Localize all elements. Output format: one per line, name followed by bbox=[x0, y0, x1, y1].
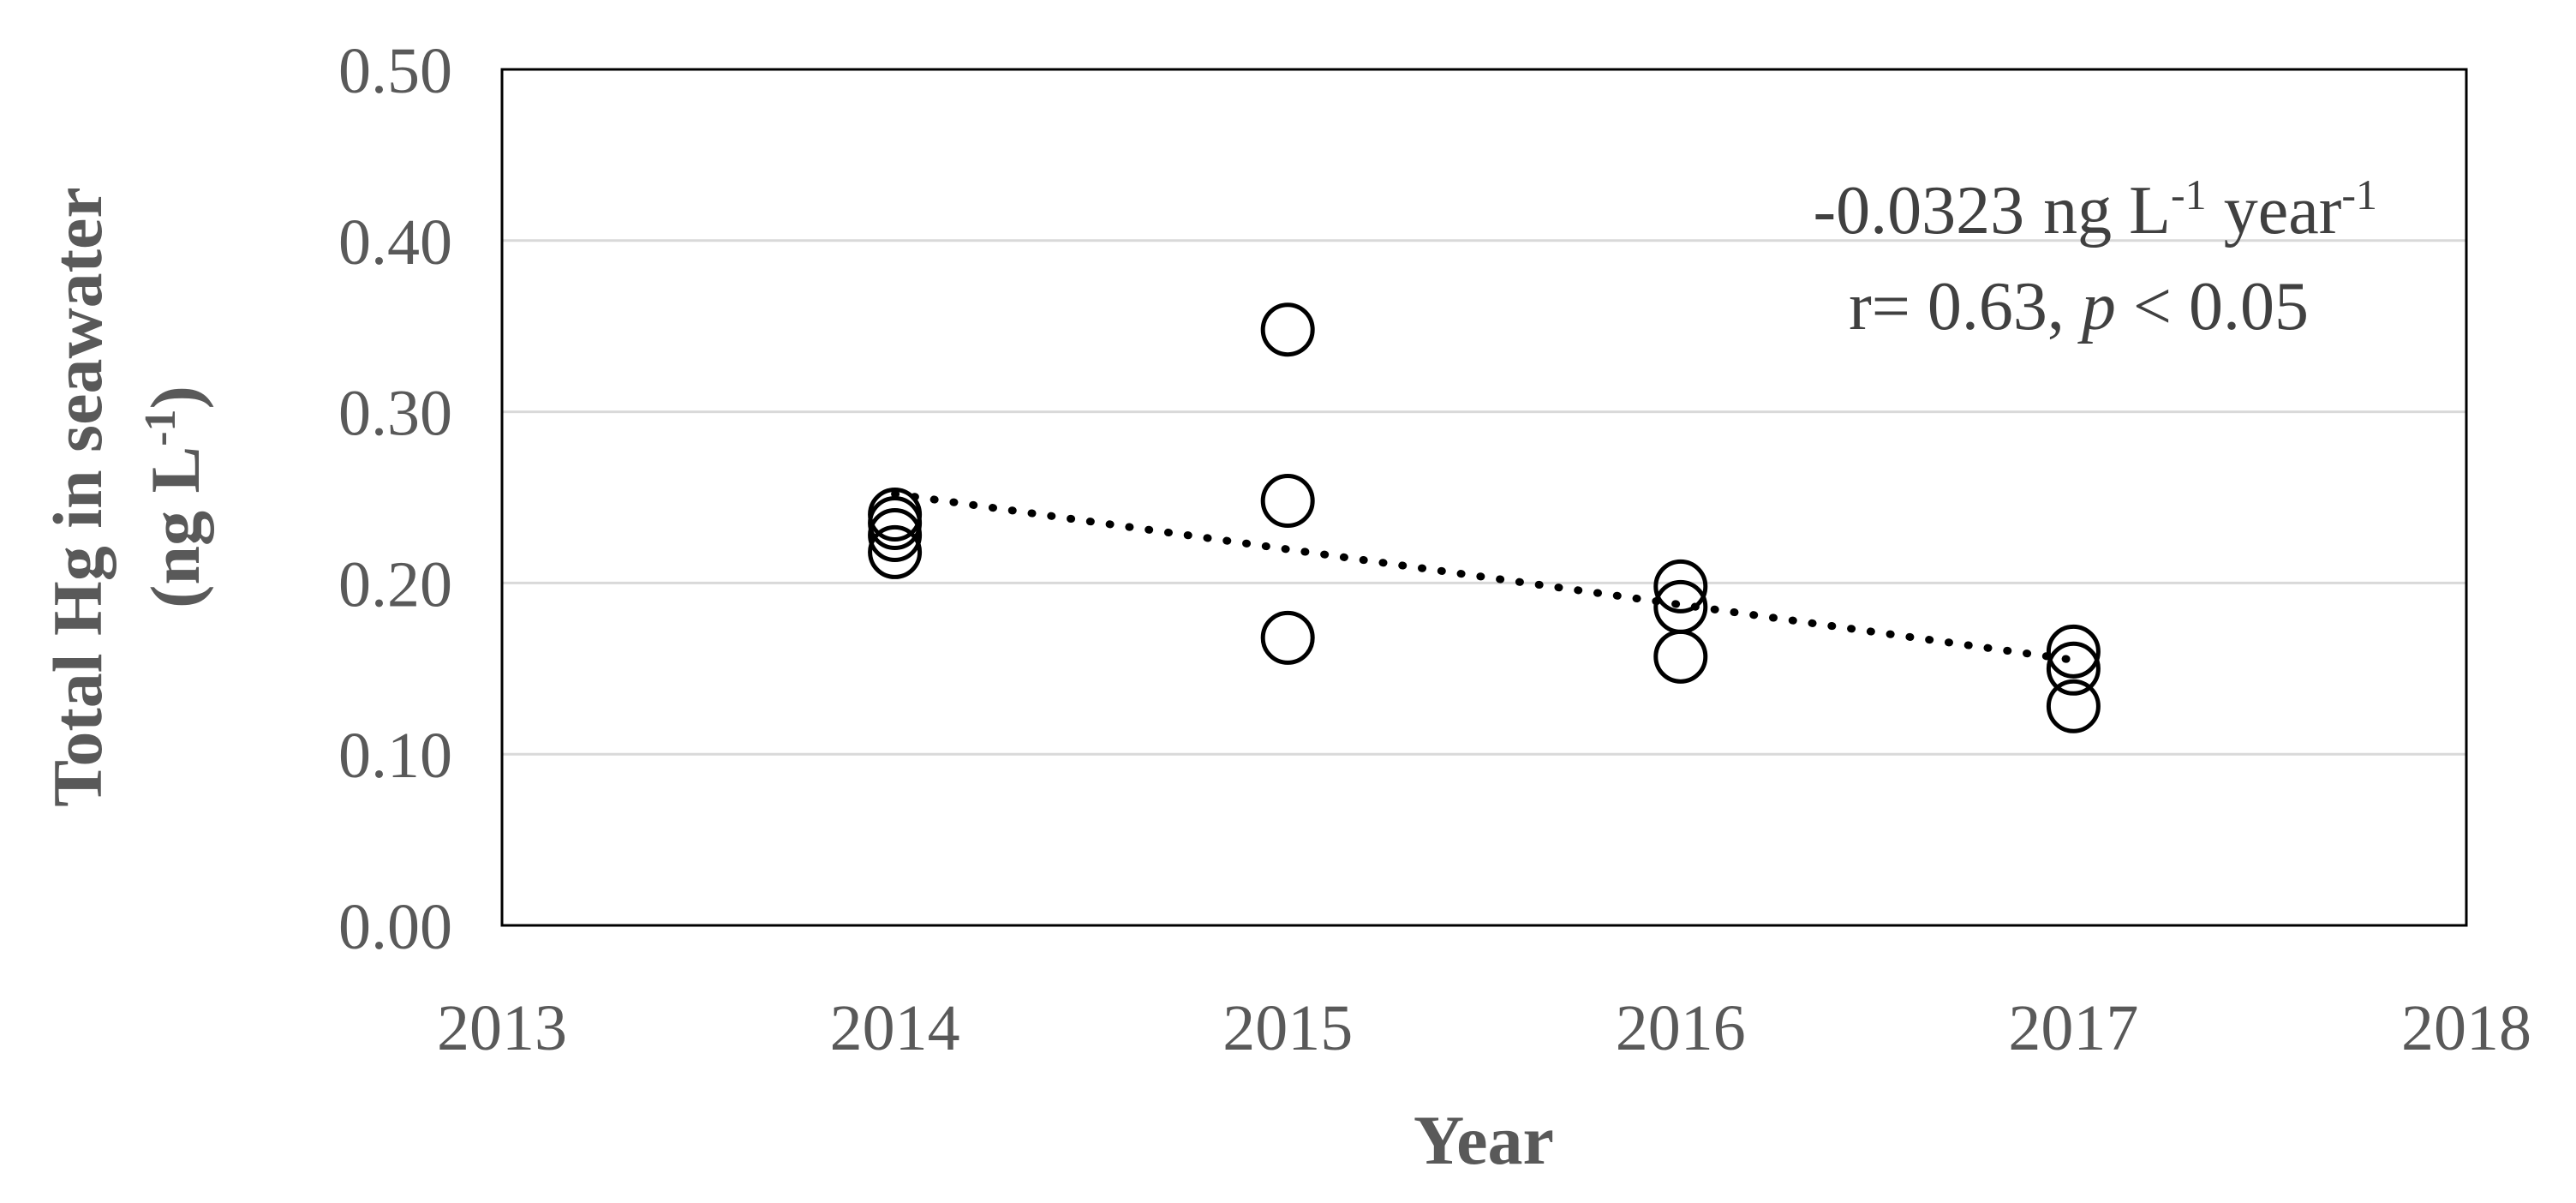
y-tick-label-0: 0.00 bbox=[338, 891, 452, 963]
regression-annotation: -0.0323 ng L-1 year-1 r= 0.63, p < 0.05 bbox=[1814, 171, 2377, 344]
x-tick-label-1: 2014 bbox=[830, 992, 960, 1064]
trendline bbox=[891, 490, 2077, 664]
x-tick-label-4: 2017 bbox=[2008, 992, 2138, 1064]
y-tick-labels: 0.00 0.10 0.20 0.30 0.40 0.50 bbox=[338, 35, 452, 963]
data-point-10 bbox=[2046, 624, 2101, 679]
data-point-9 bbox=[1653, 629, 1708, 684]
y-tick-label-1: 0.10 bbox=[338, 720, 452, 792]
y-tick-label-3: 0.30 bbox=[338, 378, 452, 450]
y-tick-label-2: 0.20 bbox=[338, 548, 452, 620]
x-axis-title: Year bbox=[1414, 1101, 1554, 1179]
y-axis-title-line2: (ng L-1) bbox=[136, 386, 215, 608]
y-tick-label-4: 0.40 bbox=[338, 206, 452, 278]
correlation-annotation: r= 0.63, p < 0.05 bbox=[1849, 269, 2309, 344]
data-points bbox=[868, 302, 2101, 733]
x-tick-label-5: 2018 bbox=[2401, 992, 2531, 1064]
data-point-3 bbox=[868, 524, 923, 579]
x-tick-label-3: 2016 bbox=[1616, 992, 1746, 1064]
y-axis-title-line1: Total Hg in seawater bbox=[39, 187, 117, 807]
x-tick-labels: 2013 2014 2015 2016 2017 2018 bbox=[437, 992, 2531, 1064]
data-point-11 bbox=[2046, 641, 2101, 696]
plot-area-frame bbox=[500, 68, 2468, 927]
data-point-2 bbox=[868, 507, 923, 562]
y-tick-label-5: 0.50 bbox=[338, 35, 452, 107]
data-point-4 bbox=[1260, 302, 1315, 357]
data-point-6 bbox=[1260, 610, 1315, 665]
data-point-5 bbox=[1260, 473, 1315, 528]
slope-annotation: -0.0323 ng L-1 year-1 bbox=[1814, 171, 2377, 248]
data-point-1 bbox=[868, 495, 923, 550]
x-tick-label-0: 2013 bbox=[437, 992, 567, 1064]
data-point-7 bbox=[1653, 559, 1708, 613]
y-axis-title: Total Hg in seawater (ng L-1) bbox=[39, 187, 214, 807]
gridlines bbox=[502, 239, 2466, 756]
data-point-12 bbox=[2046, 679, 2101, 733]
x-tick-label-2: 2015 bbox=[1222, 992, 1353, 1064]
